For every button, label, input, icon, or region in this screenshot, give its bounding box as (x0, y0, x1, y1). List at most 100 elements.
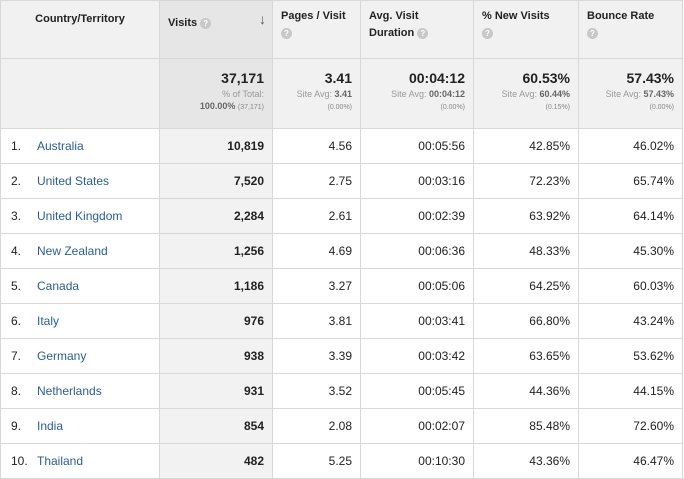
row-index: 8. (11, 384, 22, 398)
duration-cell: 00:03:42 (360, 338, 474, 374)
pages-cell: 2.61 (272, 198, 361, 234)
visits-cell: 938 (159, 338, 273, 374)
country-link[interactable]: Netherlands (37, 384, 102, 398)
totals-pages-value: 3.41 (324, 70, 352, 86)
totals-pages: 3.41 Site Avg: 3.41 (0.00%) (272, 58, 361, 129)
country-link[interactable]: Germany (37, 349, 87, 363)
new-visits-cell: 66.80% (473, 303, 579, 339)
country-cell: 4. New Zealand (0, 233, 160, 269)
new-visits-cell: 42.85% (473, 128, 579, 164)
country-cell: 8. Netherlands (0, 373, 160, 409)
totals-bounce-value: 57.43% (626, 70, 674, 86)
totals-pages-sub3: (0.00%) (327, 104, 352, 111)
totals-duration: 00:04:12 Site Avg: 00:04:12 (0.00%) (360, 58, 474, 129)
country-cell: 10. Thailand (0, 443, 160, 479)
new-visits-header[interactable]: % New Visits ? (473, 0, 579, 59)
totals-duration-value: 00:04:12 (408, 70, 465, 86)
totals-bounce-sub3: (0.00%) (649, 104, 674, 111)
country-cell: 2. United States (0, 163, 160, 199)
table-row: 3. United Kingdom 2,284 2.61 00:02:39 63.… (0, 198, 683, 234)
country-cell: 7. Germany (0, 338, 160, 374)
row-index: 6. (11, 314, 22, 328)
country-cell: 5. Canada (0, 268, 160, 304)
totals-new-sub3: (0.15%) (545, 104, 570, 111)
country-link[interactable]: Australia (37, 139, 84, 153)
totals-duration-sub3: (0.00%) (440, 104, 465, 111)
row-index: 7. (11, 349, 22, 363)
row-index: 3. (11, 209, 22, 223)
table-row: 5. Canada 1,186 3.27 00:05:06 64.25% 60.0… (0, 268, 683, 304)
visits-cell: 931 (159, 373, 273, 409)
bounce-header[interactable]: Bounce Rate ? (578, 0, 683, 59)
visits-cell: 7,520 (159, 163, 273, 199)
duration-cell: 00:05:45 (360, 373, 474, 409)
duration-cell: 00:05:56 (360, 128, 474, 164)
totals-visits: 37,171 % of Total: 100.00% (37,171) (159, 58, 273, 129)
totals-pages-sub1: Site Avg: (296, 89, 332, 99)
new-visits-cell: 63.65% (473, 338, 579, 374)
totals-visits-sub2: 100.00% (199, 101, 236, 111)
totals-visits-sub1: % of Total: (222, 89, 264, 99)
row-index: 4. (11, 244, 22, 258)
pages-cell: 4.56 (272, 128, 361, 164)
new-visits-cell: 72.23% (473, 163, 579, 199)
new-visits-cell: 43.36% (473, 443, 579, 479)
totals-new: 60.53% Site Avg: 60.44% (0.15%) (473, 58, 579, 129)
table-row: 2. United States 7,520 2.75 00:03:16 72.2… (0, 163, 683, 199)
bounce-cell: 46.47% (578, 443, 683, 479)
table-row: 9. India 854 2.08 00:02:07 85.48% 72.60% (0, 408, 683, 444)
bounce-cell: 44.15% (578, 373, 683, 409)
pages-header[interactable]: Pages / Visit ? (272, 0, 361, 59)
pages-cell: 4.69 (272, 233, 361, 269)
duration-header-label-1: Avg. Visit (369, 10, 419, 22)
visits-header[interactable]: Visits ? ↓ (159, 0, 273, 59)
totals-new-sub1: Site Avg: (501, 89, 537, 99)
country-link[interactable]: Canada (37, 279, 80, 293)
duration-cell: 00:02:07 (360, 408, 474, 444)
country-link[interactable]: Italy (37, 314, 60, 328)
visits-cell: 10,819 (159, 128, 273, 164)
country-cell: 9. India (0, 408, 160, 444)
bounce-cell: 46.02% (578, 128, 683, 164)
table-row: 8. Netherlands 931 3.52 00:05:45 44.36% 4… (0, 373, 683, 409)
country-link[interactable]: United Kingdom (37, 209, 123, 223)
row-index: 1. (11, 139, 22, 153)
totals-visits-value: 37,171 (221, 70, 264, 86)
table-row: 6. Italy 976 3.81 00:03:41 66.80% 43.24% (0, 303, 683, 339)
new-visits-cell: 44.36% (473, 373, 579, 409)
totals-row: 37,171 % of Total: 100.00% (37,171) 3.41… (0, 58, 683, 129)
country-cell: 1. Australia (0, 128, 160, 164)
country-link[interactable]: United States (37, 174, 110, 188)
sort-descending-icon[interactable]: ↓ (259, 11, 266, 27)
bounce-cell: 45.30% (578, 233, 683, 269)
row-index: 2. (11, 174, 22, 188)
bounce-cell: 60.03% (578, 268, 683, 304)
totals-new-value: 60.53% (522, 70, 570, 86)
duration-cell: 00:10:30 (360, 443, 474, 479)
help-icon[interactable]: ? (482, 27, 493, 39)
country-link[interactable]: India (37, 419, 64, 433)
new-visits-cell: 85.48% (473, 408, 579, 444)
duration-header[interactable]: Avg. Visit Duration ? (360, 0, 474, 59)
new-visits-cell: 63.92% (473, 198, 579, 234)
help-icon[interactable]: ? (281, 27, 292, 39)
help-icon[interactable]: ? (417, 27, 429, 39)
country-link[interactable]: Thailand (37, 454, 84, 468)
country-cell: 3. United Kingdom (0, 198, 160, 234)
pages-cell: 5.25 (272, 443, 361, 479)
visits-cell: 482 (159, 443, 273, 479)
totals-duration-sub2: 00:04:12 (428, 89, 465, 99)
bounce-cell: 43.24% (578, 303, 683, 339)
country-header[interactable]: Country/Territory (0, 0, 160, 59)
row-index: 9. (11, 419, 22, 433)
duration-cell: 00:03:41 (360, 303, 474, 339)
bounce-header-label: Bounce Rate (587, 10, 655, 22)
help-icon[interactable]: ? (587, 27, 598, 39)
table-row: 4. New Zealand 1,256 4.69 00:06:36 48.33%… (0, 233, 683, 269)
bounce-cell: 65.74% (578, 163, 683, 199)
totals-empty-cell (0, 58, 160, 129)
bounce-cell: 64.14% (578, 198, 683, 234)
country-link[interactable]: New Zealand (37, 244, 108, 258)
help-icon[interactable]: ? (200, 17, 212, 29)
